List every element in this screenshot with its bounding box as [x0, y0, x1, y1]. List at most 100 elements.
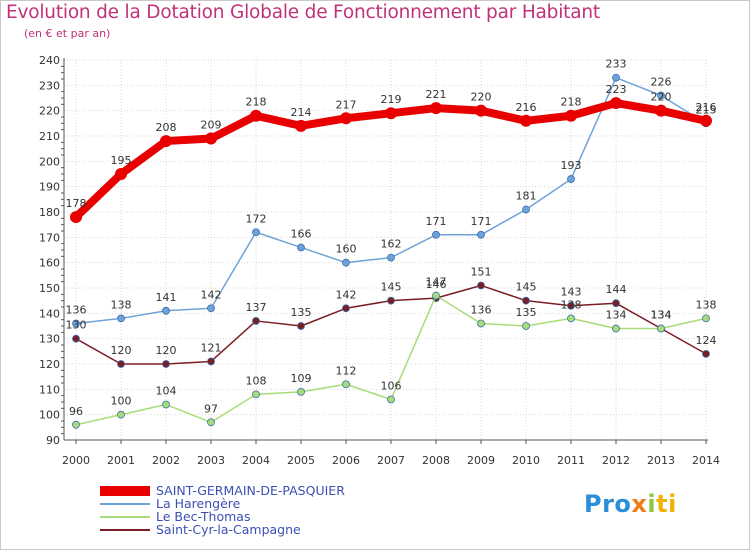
data-point-2 — [72, 420, 80, 429]
point-label-2: 97 — [204, 402, 218, 415]
point-label-3: 146 — [426, 278, 447, 291]
data-point-3 — [117, 360, 125, 368]
data-point-0 — [520, 114, 532, 127]
data-point-2 — [657, 324, 665, 333]
point-label-3: 121 — [201, 341, 222, 354]
legend-swatch-2 — [100, 516, 150, 518]
data-point-1 — [432, 230, 440, 239]
point-label-3: 135 — [291, 306, 312, 319]
x-tick-label: 2001 — [107, 454, 135, 467]
point-label-2: 100 — [111, 395, 132, 408]
point-label-3: 144 — [606, 283, 627, 296]
data-point-2 — [477, 319, 485, 328]
data-point-3 — [252, 317, 260, 325]
point-label-1: 160 — [336, 243, 357, 256]
point-label-3: 142 — [336, 288, 357, 301]
point-label-3: 137 — [246, 301, 267, 314]
y-tick-label: 150 — [39, 282, 60, 295]
legend-label-3: Saint-Cyr-la-Campagne — [156, 522, 301, 537]
data-point-3 — [207, 357, 215, 366]
data-point-3 — [477, 281, 485, 290]
y-tick-label: 120 — [39, 358, 60, 371]
point-label-0: 217 — [336, 98, 357, 111]
data-point-2 — [522, 322, 530, 330]
y-tick-label: 180 — [39, 206, 60, 219]
data-point-1 — [612, 73, 620, 82]
legend-swatch-3 — [100, 529, 150, 531]
point-label-2: 96 — [69, 405, 83, 418]
point-label-0: 218 — [561, 96, 582, 109]
point-label-2: 136 — [471, 303, 492, 316]
y-tick-label: 190 — [39, 181, 60, 194]
point-label-1: 166 — [291, 227, 312, 240]
data-point-0 — [385, 107, 397, 120]
legend-label-0: SAINT-GERMAIN-DE-PASQUIER — [156, 483, 345, 498]
x-tick-label: 2011 — [557, 454, 585, 467]
point-label-2: 108 — [246, 374, 267, 387]
y-tick-label: 200 — [39, 155, 60, 168]
point-label-0: 220 — [471, 91, 492, 104]
legend-swatch-0 — [100, 486, 150, 496]
proxiti-logo: Proxiti — [584, 490, 677, 518]
x-tick-label: 2010 — [512, 454, 540, 467]
point-label-2: 112 — [336, 364, 357, 377]
point-label-1: 226 — [651, 75, 672, 88]
x-tick-label: 2004 — [242, 454, 270, 467]
data-point-0 — [430, 102, 442, 115]
point-label-1: 141 — [156, 291, 177, 304]
y-tick-label: 140 — [39, 307, 60, 320]
point-label-2: 109 — [291, 372, 312, 385]
point-label-2: 138 — [561, 298, 582, 311]
point-label-0: 220 — [651, 91, 672, 104]
data-point-0 — [655, 104, 667, 117]
data-point-0 — [160, 135, 172, 148]
point-label-2: 135 — [516, 306, 537, 319]
data-point-2 — [162, 400, 170, 409]
x-tick-label: 2008 — [422, 454, 450, 467]
data-point-3 — [702, 349, 710, 358]
y-tick-label: 240 — [39, 54, 60, 67]
y-tick-label: 160 — [39, 257, 60, 270]
y-tick-label: 100 — [39, 409, 60, 422]
legend-label-1: La Harengère — [156, 496, 241, 511]
x-tick-label: 2014 — [692, 454, 720, 467]
x-tick-label: 2012 — [602, 454, 630, 467]
y-tick-label: 170 — [39, 231, 60, 244]
data-point-1 — [117, 314, 125, 323]
data-point-1 — [657, 91, 665, 100]
x-tick-label: 2003 — [197, 454, 225, 467]
y-tick-label: 230 — [39, 79, 60, 92]
data-point-1 — [207, 304, 215, 313]
point-label-1: 181 — [516, 189, 537, 202]
point-label-0: 216 — [516, 101, 537, 114]
point-label-0: 223 — [606, 83, 627, 96]
legend-label-2: Le Bec-Thomas — [156, 509, 251, 524]
data-point-3 — [522, 296, 530, 305]
data-point-1 — [252, 228, 260, 237]
data-point-2 — [207, 418, 215, 427]
y-tick-label: 210 — [39, 130, 60, 143]
data-point-1 — [567, 175, 575, 183]
point-label-2: 134 — [651, 309, 672, 322]
x-tick-label: 2007 — [377, 454, 405, 467]
point-label-1: 142 — [201, 288, 222, 301]
point-label-1: 193 — [561, 159, 582, 172]
x-tick-label: 2000 — [62, 454, 90, 467]
data-point-2 — [432, 291, 440, 300]
data-point-1 — [477, 230, 485, 239]
point-label-1: 162 — [381, 238, 402, 251]
data-point-2 — [252, 390, 260, 399]
data-point-0 — [70, 211, 82, 224]
data-point-0 — [700, 114, 712, 127]
data-point-2 — [702, 314, 710, 323]
point-label-0: 214 — [291, 106, 312, 119]
data-point-2 — [567, 314, 575, 323]
data-point-0 — [340, 112, 352, 125]
point-label-3: 120 — [156, 344, 177, 357]
point-label-1: 215 — [696, 103, 717, 116]
y-tick-label: 90 — [46, 434, 60, 447]
data-point-1 — [387, 253, 395, 262]
point-label-0: 219 — [381, 93, 402, 106]
y-tick-label: 130 — [39, 333, 60, 346]
